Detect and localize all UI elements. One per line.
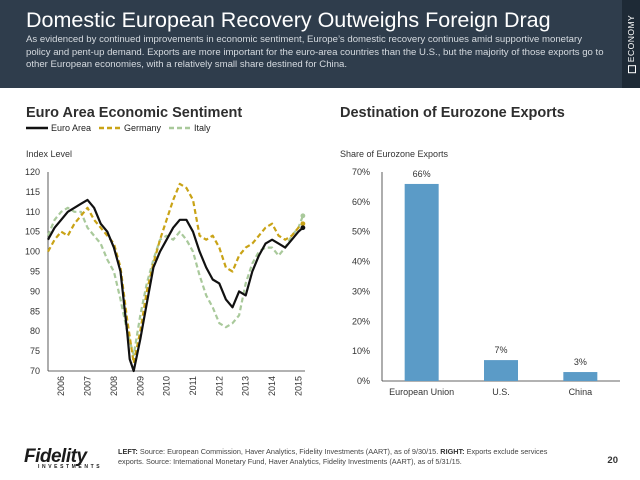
y-tick-label: 110 [26,207,40,217]
section-tab: ECONOMY [622,0,640,88]
y-tick-label: 10% [352,346,370,356]
y-tick-label: 40% [352,257,370,267]
x-tick-label: 2007 [83,376,93,396]
x-tick-label: 2010 [162,376,172,396]
left-chart-title: Euro Area Economic Sentiment [26,105,243,121]
x-tick-label: 2013 [241,376,251,396]
x-category-label: China [569,387,593,397]
series-end-point-germany [300,221,306,227]
bar-data-label: 66% [413,169,431,179]
fidelity-logo: Fidelity INVESTMENTS [24,446,103,470]
x-tick-label: 2006 [56,376,66,396]
x-category-label: U.S. [492,387,510,397]
source-footnote: LEFT: Source: European Commission, Haver… [118,447,548,466]
bar-data-label: 7% [494,345,507,355]
y-tick-label: 105 [25,227,40,237]
bar-chart: 0% 10% 20% 30% 40% 50% 60% 70% 66% European Union… [352,167,620,397]
page-number: 20 [607,455,618,466]
x-tick-label: 2009 [135,376,145,396]
bar-european-union [404,183,439,381]
legend-item-germany: Germany [99,123,161,133]
series-line-euro-area [47,198,304,373]
y-tick-label: 120 [25,167,40,177]
y-tick-label: 70% [352,167,370,177]
y-tick-label: 75 [30,346,40,356]
y-tick-label: 60% [352,197,370,207]
y-tick-label: 100 [25,247,40,257]
section-label: ECONOMY [626,15,636,74]
series-line-germany [47,182,304,365]
x-tick-label: 2015 [293,376,303,396]
x-tick-label: 2014 [267,376,277,396]
series-end-point-italy [300,213,306,219]
y-tick-label: 90 [30,286,40,296]
left-chart-legend: Euro Area Germany Italy [26,123,219,133]
page-subtitle: As evidenced by continued improvements i… [26,34,604,71]
legend-swatch-germany [99,126,122,130]
y-tick-label: 20% [352,316,370,326]
right-y-axis-label: Share of Eurozone Exports [340,149,449,159]
y-tick-label: 70 [30,366,40,376]
y-tick-label: 80 [30,326,40,336]
x-tick-label: 2012 [214,376,224,396]
y-tick-label: 50% [352,227,370,237]
y-tick-label: 0% [357,376,370,386]
checkbox-icon [627,65,636,74]
y-tick-label: 95 [30,267,40,277]
bar-china [563,372,598,381]
series-end-point-euro-area [300,225,306,231]
x-tick-label: 2008 [109,376,119,396]
legend-swatch-euro-area [26,126,48,130]
legend-item-euro-area: Euro Area [26,123,91,133]
header-banner: Domestic European Recovery Outweighs For… [0,0,640,88]
legend-item-italy: Italy [169,123,211,133]
left-y-axis-label: Index Level [26,149,73,159]
y-tick-label: 115 [26,187,40,197]
bar-u-s- [484,360,518,381]
line-chart: 70 75 80 85 90 95 100 105 110 115 120 2006 2007 2008 2… [25,167,306,396]
right-chart-title: Destination of Eurozone Exports [340,105,565,121]
page-title: Domestic European Recovery Outweighs For… [26,8,551,32]
bar-data-label: 3% [574,357,587,367]
y-tick-label: 85 [30,306,40,316]
x-category-label: European Union [389,387,454,397]
x-tick-label: 2011 [188,376,198,395]
legend-swatch-italy [169,126,192,130]
y-tick-label: 30% [352,286,370,296]
